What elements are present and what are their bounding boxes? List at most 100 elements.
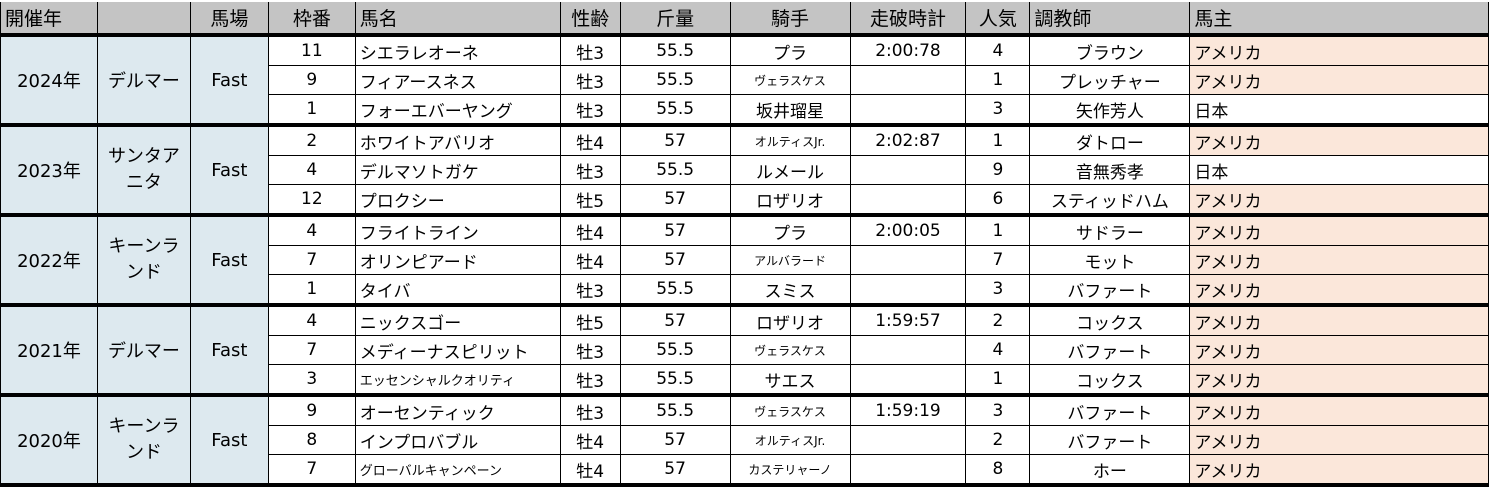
- cell-weight[interactable]: 57: [619, 124, 731, 156]
- cell-sex-age[interactable]: 牡3: [559, 65, 621, 95]
- cell-sex-age[interactable]: 牡5: [559, 304, 621, 336]
- cell-horse[interactable]: オリンピアード: [354, 245, 561, 275]
- cell-horse[interactable]: グローバルキャンペーン: [354, 454, 561, 487]
- column-header[interactable]: 調教師: [1029, 2, 1191, 37]
- column-header[interactable]: 馬主: [1189, 2, 1489, 37]
- cell-venue[interactable]: キーンランド: [96, 394, 191, 487]
- cell-weight[interactable]: 55.5: [619, 364, 731, 397]
- cell-horse[interactable]: メディーナスピリット: [354, 335, 561, 365]
- cell-gate[interactable]: 9: [267, 394, 356, 426]
- cell-time[interactable]: 1:59:19: [849, 394, 967, 426]
- cell-year[interactable]: 2023年: [0, 124, 98, 217]
- cell-trainer[interactable]: バファート: [1029, 335, 1191, 365]
- cell-time[interactable]: [849, 274, 967, 307]
- cell-gate[interactable]: 1: [267, 274, 356, 307]
- cell-owner[interactable]: アメリカ: [1189, 245, 1489, 275]
- cell-trainer[interactable]: ブラウン: [1029, 34, 1191, 66]
- cell-sex-age[interactable]: 牡3: [559, 394, 621, 426]
- cell-gate[interactable]: 4: [267, 155, 356, 185]
- cell-year[interactable]: 2020年: [0, 394, 98, 487]
- cell-popularity[interactable]: 3: [965, 394, 1031, 426]
- cell-venue[interactable]: サンタアニタ: [96, 124, 191, 217]
- cell-gate[interactable]: 4: [267, 214, 356, 246]
- column-header[interactable]: 開催年: [0, 2, 98, 37]
- cell-owner[interactable]: アメリカ: [1189, 65, 1489, 95]
- cell-trainer[interactable]: バファート: [1029, 425, 1191, 455]
- cell-gate[interactable]: 3: [267, 364, 356, 397]
- cell-trainer[interactable]: サドラー: [1029, 214, 1191, 246]
- cell-trainer[interactable]: スティッドハム: [1029, 184, 1191, 217]
- cell-time[interactable]: [849, 65, 967, 95]
- cell-horse[interactable]: デルマソトガケ: [354, 155, 561, 185]
- cell-sex-age[interactable]: 牡3: [559, 34, 621, 66]
- column-header[interactable]: [96, 2, 191, 37]
- cell-owner[interactable]: アメリカ: [1189, 124, 1489, 156]
- cell-popularity[interactable]: 1: [965, 124, 1031, 156]
- cell-jockey[interactable]: サエス: [729, 364, 851, 397]
- cell-weight[interactable]: 55.5: [619, 155, 731, 185]
- cell-horse[interactable]: エッセンシャルクオリティ: [354, 364, 561, 397]
- cell-horse[interactable]: フォーエバーヤング: [354, 94, 561, 127]
- cell-sex-age[interactable]: 牡3: [559, 274, 621, 307]
- cell-weight[interactable]: 57: [619, 245, 731, 275]
- cell-time[interactable]: [849, 425, 967, 455]
- column-header[interactable]: 人気: [965, 2, 1031, 37]
- cell-gate[interactable]: 7: [267, 454, 356, 487]
- cell-sex-age[interactable]: 牡3: [559, 364, 621, 397]
- cell-track[interactable]: Fast: [189, 34, 269, 127]
- cell-gate[interactable]: 4: [267, 304, 356, 336]
- cell-gate[interactable]: 7: [267, 245, 356, 275]
- cell-weight[interactable]: 55.5: [619, 274, 731, 307]
- cell-jockey[interactable]: プラ: [729, 214, 851, 246]
- cell-weight[interactable]: 57: [619, 184, 731, 217]
- cell-venue[interactable]: キーンランド: [96, 214, 191, 307]
- cell-jockey[interactable]: ヴェラスケス: [729, 335, 851, 365]
- cell-horse[interactable]: ニックスゴー: [354, 304, 561, 336]
- cell-time[interactable]: [849, 364, 967, 397]
- cell-sex-age[interactable]: 牡5: [559, 184, 621, 217]
- cell-popularity[interactable]: 4: [965, 34, 1031, 66]
- cell-horse[interactable]: ホワイトアバリオ: [354, 124, 561, 156]
- cell-jockey[interactable]: ルメール: [729, 155, 851, 185]
- cell-trainer[interactable]: ダトロー: [1029, 124, 1191, 156]
- cell-weight[interactable]: 57: [619, 454, 731, 487]
- column-header[interactable]: 性齢: [559, 2, 621, 37]
- cell-popularity[interactable]: 1: [965, 214, 1031, 246]
- cell-owner[interactable]: アメリカ: [1189, 34, 1489, 66]
- cell-year[interactable]: 2021年: [0, 304, 98, 397]
- cell-weight[interactable]: 57: [619, 304, 731, 336]
- cell-gate[interactable]: 8: [267, 425, 356, 455]
- cell-time[interactable]: [849, 454, 967, 487]
- cell-sex-age[interactable]: 牡4: [559, 214, 621, 246]
- cell-horse[interactable]: シエラレオーネ: [354, 34, 561, 66]
- cell-jockey[interactable]: オルティスJr.: [729, 124, 851, 156]
- cell-venue[interactable]: デルマー: [96, 304, 191, 397]
- cell-popularity[interactable]: 1: [965, 65, 1031, 95]
- cell-time[interactable]: [849, 155, 967, 185]
- cell-track[interactable]: Fast: [189, 214, 269, 307]
- cell-trainer[interactable]: 音無秀孝: [1029, 155, 1191, 185]
- cell-time[interactable]: 2:00:05: [849, 214, 967, 246]
- cell-track[interactable]: Fast: [189, 304, 269, 397]
- cell-popularity[interactable]: 8: [965, 454, 1031, 487]
- cell-trainer[interactable]: 矢作芳人: [1029, 94, 1191, 127]
- cell-trainer[interactable]: コックス: [1029, 364, 1191, 397]
- cell-weight[interactable]: 55.5: [619, 335, 731, 365]
- cell-trainer[interactable]: バファート: [1029, 274, 1191, 307]
- cell-weight[interactable]: 55.5: [619, 65, 731, 95]
- cell-jockey[interactable]: ヴェラスケス: [729, 65, 851, 95]
- cell-jockey[interactable]: オルティスJr.: [729, 425, 851, 455]
- cell-owner[interactable]: アメリカ: [1189, 304, 1489, 336]
- column-header[interactable]: 馬名: [354, 2, 561, 37]
- cell-time[interactable]: [849, 94, 967, 127]
- cell-gate[interactable]: 12: [267, 184, 356, 217]
- cell-gate[interactable]: 11: [267, 34, 356, 66]
- cell-weight[interactable]: 55.5: [619, 34, 731, 66]
- cell-owner[interactable]: アメリカ: [1189, 184, 1489, 217]
- column-header[interactable]: 枠番: [267, 2, 356, 37]
- cell-jockey[interactable]: プラ: [729, 34, 851, 66]
- cell-popularity[interactable]: 2: [965, 304, 1031, 336]
- cell-sex-age[interactable]: 牡4: [559, 425, 621, 455]
- cell-horse[interactable]: フライトライン: [354, 214, 561, 246]
- cell-jockey[interactable]: スミス: [729, 274, 851, 307]
